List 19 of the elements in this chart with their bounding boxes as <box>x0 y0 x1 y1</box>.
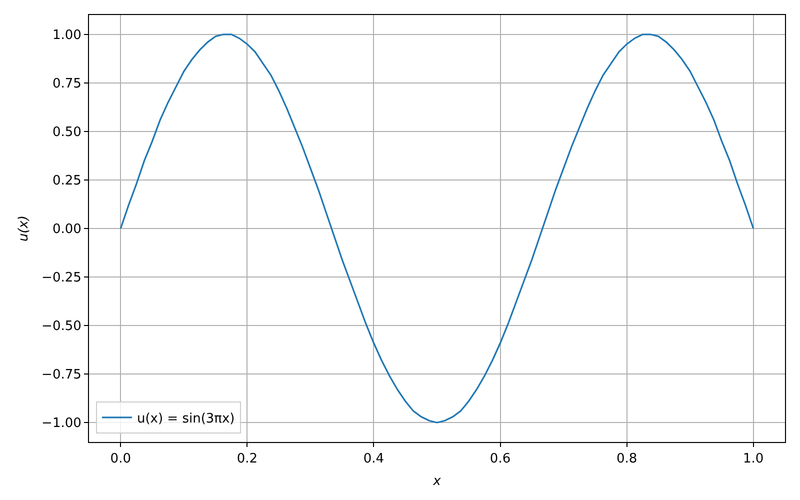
x-tick-label: 1.0 <box>743 452 764 467</box>
legend-label: u(x) = sin(3πx) <box>136 411 235 426</box>
y-tick-label: 0.50 <box>52 125 82 140</box>
x-tick-label: 0.2 <box>236 452 258 467</box>
y-tick-label: 0.25 <box>52 174 82 189</box>
x-tick-label: 0.0 <box>110 452 131 467</box>
y-tick-label: −0.25 <box>42 270 82 286</box>
y-tick-label: −0.75 <box>42 368 82 383</box>
y-tick-label: −1.00 <box>42 416 82 432</box>
y-tick-label: 1.00 <box>52 28 82 43</box>
x-tick-label: 0.4 <box>363 452 384 467</box>
y-tick-label: 0.75 <box>52 76 82 92</box>
y-tick-label: −0.50 <box>42 319 82 334</box>
line-series <box>120 34 754 424</box>
y-axis-title: u(x) <box>16 215 32 242</box>
y-tick-label: 0.00 <box>52 222 82 238</box>
x-axis-title: x <box>432 474 442 490</box>
x-tick-label: 0.8 <box>616 452 638 467</box>
x-tick-label: 0.6 <box>490 452 511 467</box>
